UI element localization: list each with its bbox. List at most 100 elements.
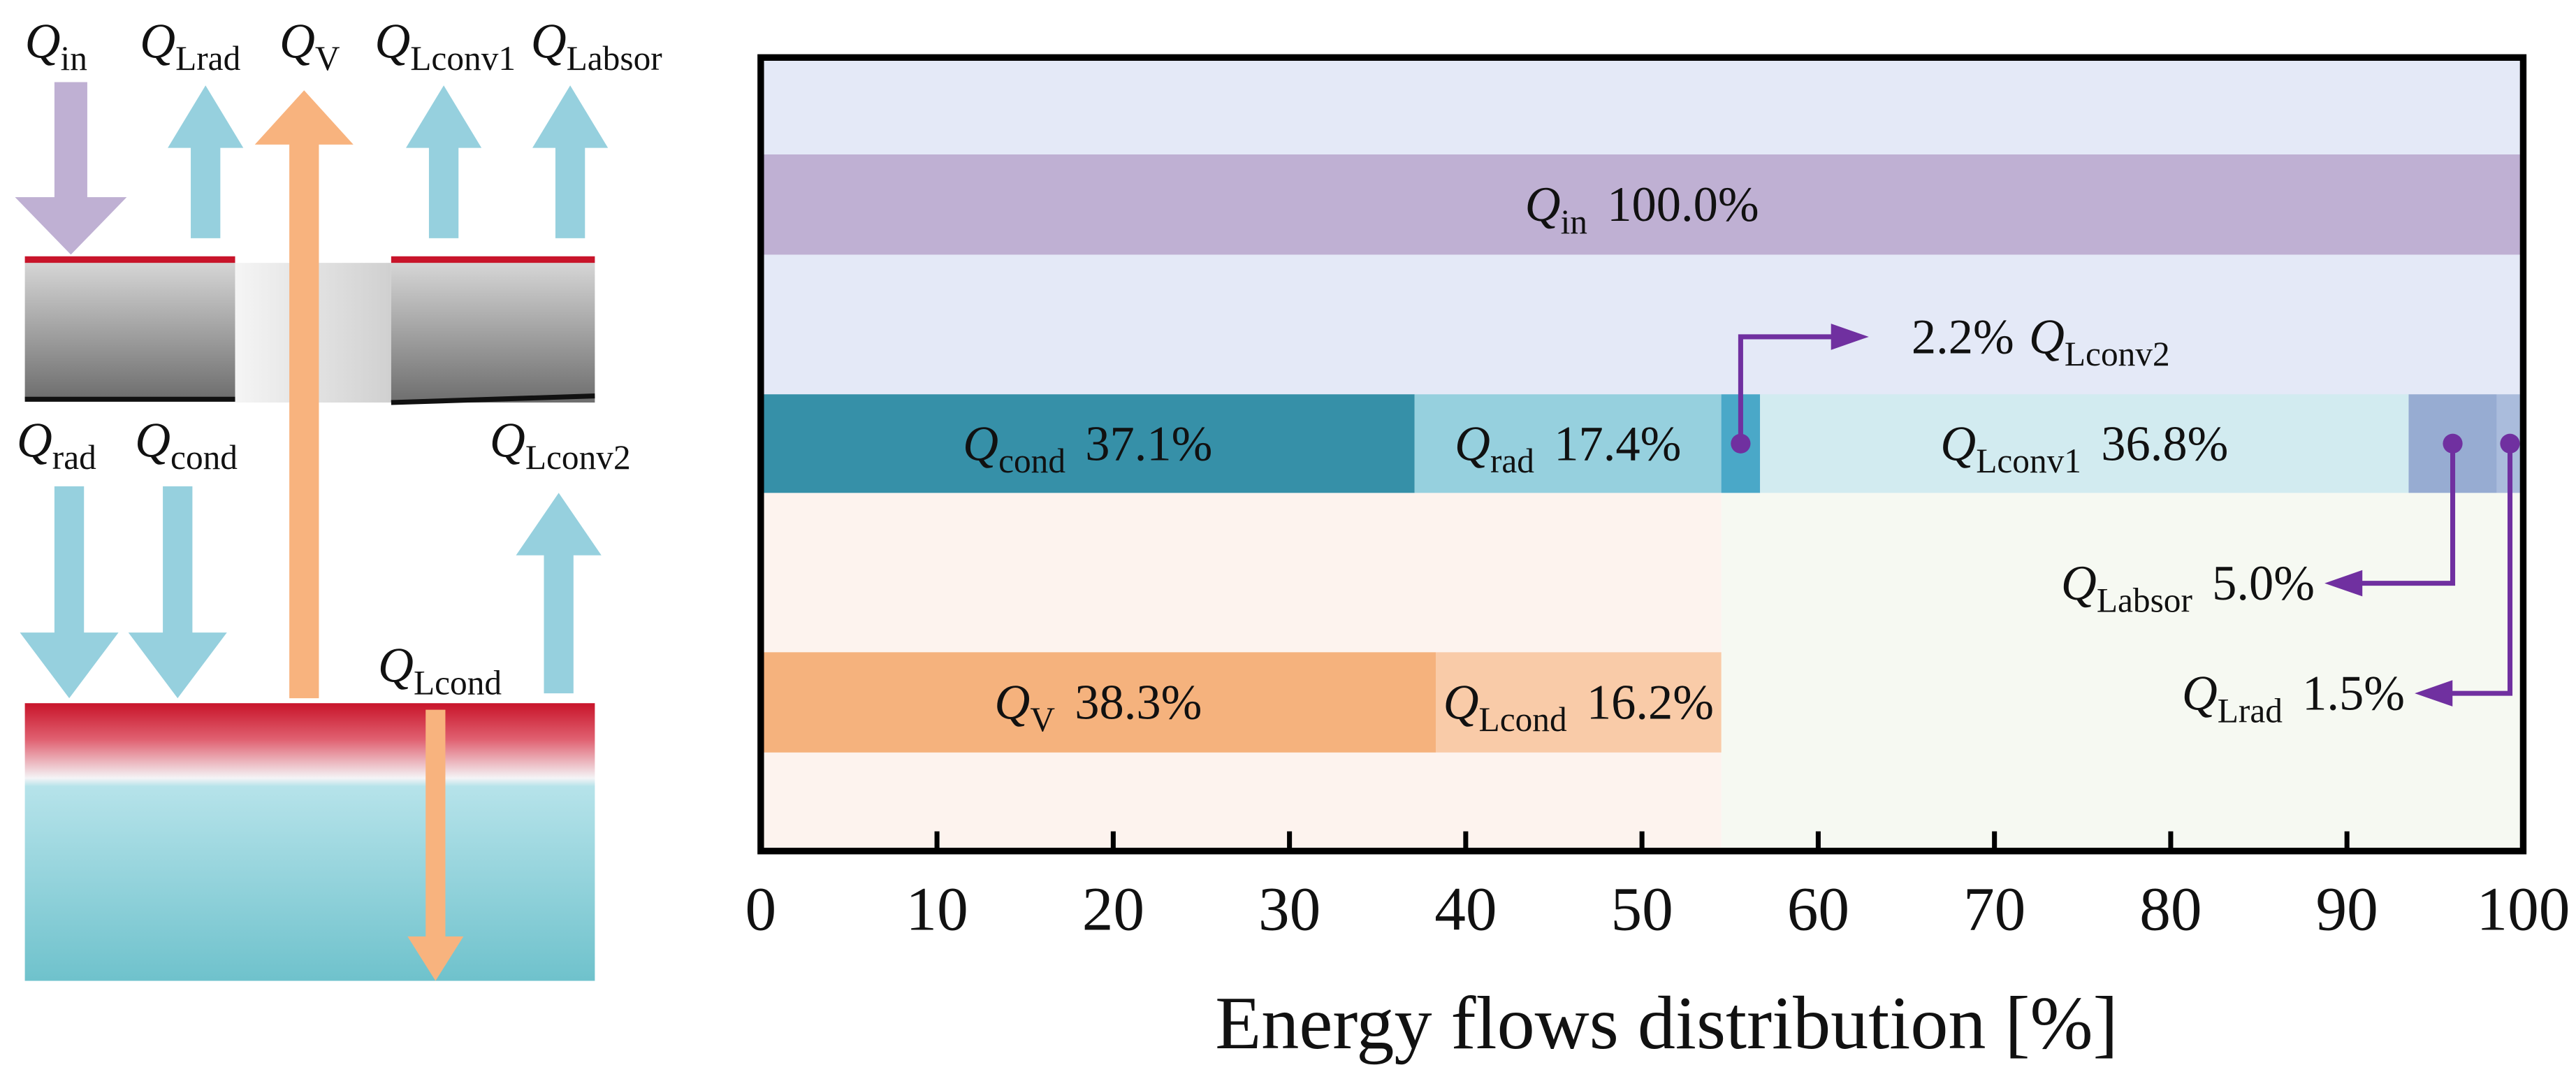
arrow	[406, 85, 482, 238]
value-label: 5.0%	[2212, 556, 2315, 611]
arrow	[168, 85, 244, 238]
label-part: rad	[1490, 442, 1534, 480]
label-part: Lconv1	[1976, 442, 2081, 480]
water	[24, 703, 595, 981]
label-part: Q	[1525, 178, 1561, 232]
label-part: Q	[1940, 417, 1976, 471]
label: Qin 100.0%	[1525, 178, 1759, 241]
bar	[1760, 394, 2409, 493]
plate	[24, 259, 235, 400]
label-part: Q	[1443, 676, 1479, 730]
label-part: Lconv1	[410, 39, 516, 78]
label-part: Lconv2	[2065, 335, 2170, 373]
arrow	[15, 82, 127, 255]
label-part: Lcond	[1479, 700, 1567, 739]
label-part: Q	[490, 414, 525, 468]
x-tick-label: 70	[1963, 875, 2025, 944]
label: QLcond 16.2%	[1443, 676, 1714, 739]
chart: Qin 100.0%Qcond 37.1% Qrad 17.4% QLconv1 36.8%…	[745, 54, 2570, 1065]
value-label: 17.4%	[1554, 417, 1681, 471]
arrow	[516, 493, 602, 694]
value-label: 100.0%	[1607, 178, 1759, 232]
callout-arrow	[2324, 570, 2363, 597]
label-part: Q	[2061, 556, 2097, 611]
x-tick-label: 100	[2476, 875, 2570, 944]
label-part: Lrad	[2218, 691, 2283, 730]
arrow	[128, 486, 227, 699]
label-part: Q	[374, 14, 410, 68]
arrow	[254, 90, 354, 699]
label-part: Q	[279, 14, 315, 68]
x-tick-label: 10	[905, 875, 968, 944]
label-part: Q	[1455, 417, 1490, 471]
x-tick-label: 30	[1258, 875, 1320, 944]
label: QV	[279, 14, 340, 78]
label: Qcond	[135, 414, 238, 477]
label-part: in	[61, 39, 87, 78]
callout-line	[2444, 443, 2513, 696]
bar	[760, 652, 1436, 753]
label-part: Q	[2182, 667, 2218, 721]
label: QLabsor	[531, 14, 662, 78]
label: Qrad 17.4%	[1455, 417, 1681, 480]
callout-arrow	[2415, 680, 2453, 707]
label-part: Labsor	[2097, 581, 2192, 620]
label: QLcond	[378, 639, 502, 702]
label-part: Lcond	[414, 663, 502, 702]
callout-arrow	[1831, 324, 1869, 350]
value-label: 1.5%	[2302, 667, 2405, 721]
label: QLrad 1.5%	[2182, 667, 2405, 730]
label-part: Q	[2029, 310, 2065, 364]
label-part: Q	[25, 14, 61, 68]
x-tick-label: 0	[745, 875, 776, 944]
label-part: Q	[963, 417, 998, 471]
x-tick-label: 80	[2139, 875, 2202, 944]
label-part: in	[1561, 203, 1587, 241]
bar	[760, 394, 1415, 493]
value-label: 36.8%	[2101, 417, 2228, 471]
arrow	[20, 486, 119, 699]
label: QLrad	[140, 14, 240, 78]
label: QLconv2	[490, 414, 631, 477]
label-part: Q	[135, 414, 170, 468]
x-axis-label: Energy flows distribution [%]	[1215, 982, 2118, 1065]
label-part: V	[315, 39, 340, 78]
label-part: Q	[378, 639, 414, 693]
value-label: 37.1%	[1085, 417, 1212, 471]
region	[1721, 493, 2524, 851]
label-part: Lrad	[175, 39, 240, 78]
label-part: Q	[17, 414, 52, 468]
callout-line	[2354, 443, 2456, 586]
bar	[760, 154, 2524, 255]
x-tick-label: 60	[1787, 875, 1849, 944]
label-part: V	[1030, 700, 1055, 739]
label-part: Q	[140, 14, 175, 68]
label-part: cond	[998, 442, 1065, 480]
callout-line	[1738, 334, 1840, 444]
label-part: Q	[994, 676, 1030, 730]
bar	[1414, 394, 1722, 493]
label: QV 38.3%	[994, 676, 1202, 739]
label: QLconv1 36.8%	[1940, 417, 2228, 480]
label: QLabsor 5.0%	[2061, 556, 2315, 620]
label-part: Labsor	[567, 39, 662, 78]
label-part: Q	[531, 14, 567, 68]
label: Qcond 37.1%	[963, 417, 1212, 480]
label-part: cond	[170, 438, 238, 477]
label: 2.2% QLconv2	[1912, 310, 2170, 373]
label: QLconv1	[374, 14, 516, 78]
label: Qin	[25, 14, 87, 78]
x-tick-label: 20	[1082, 875, 1144, 944]
x-tick-label: 90	[2316, 875, 2378, 944]
label-part: Lconv2	[525, 438, 631, 477]
arrow	[407, 709, 464, 981]
value-label: 16.2%	[1587, 676, 1714, 730]
x-tick-label: 50	[1610, 875, 1673, 944]
label-part: rad	[52, 438, 96, 477]
label: Qrad	[17, 414, 96, 477]
arrow	[532, 85, 609, 238]
plate	[391, 259, 595, 403]
value-label: 38.3%	[1075, 676, 1202, 730]
